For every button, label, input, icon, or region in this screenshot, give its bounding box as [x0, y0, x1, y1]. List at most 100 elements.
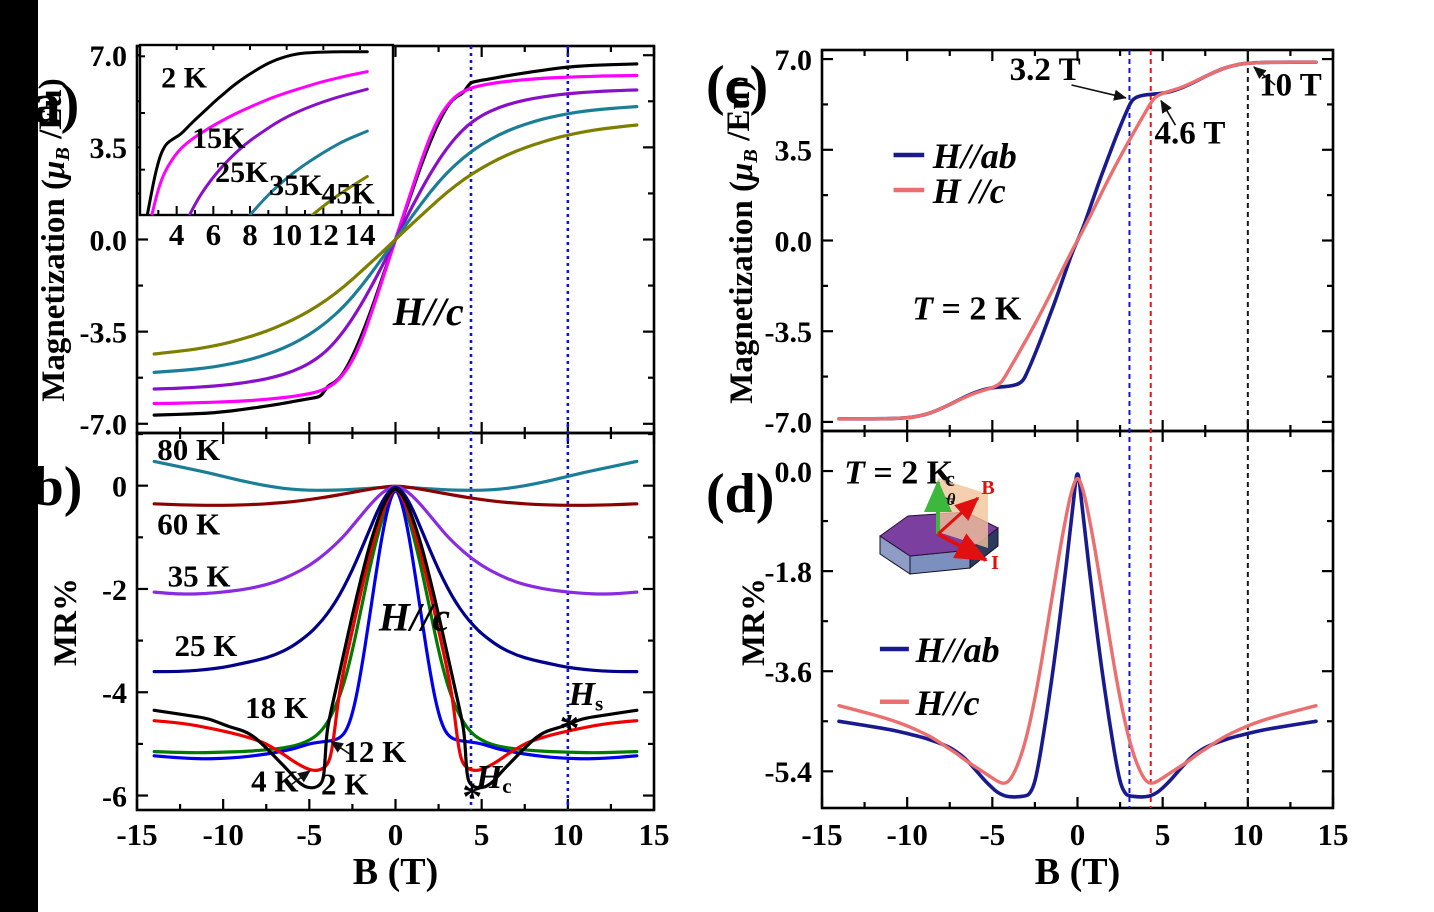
- label-part: -1.8: [765, 556, 813, 589]
- label-part: 5: [474, 817, 490, 852]
- x-tick-label: -10: [203, 817, 244, 852]
- annotation-text: Hs: [568, 676, 604, 715]
- panel-a-annotations: H//c: [392, 289, 464, 334]
- label-part: -5.4: [765, 756, 813, 789]
- y-axis-title-b: MR%: [48, 578, 84, 666]
- label-part: 15: [1318, 817, 1349, 852]
- label-part: 3.5: [90, 132, 128, 165]
- annotation-text: 80 K: [157, 432, 220, 467]
- label-part: T: [912, 291, 934, 328]
- crystal-inset: cθ B I: [879, 466, 999, 575]
- panel-a-curves: [152, 62, 639, 417]
- x-tick-label: -5: [979, 817, 1005, 852]
- x-tick-label: 10: [552, 817, 583, 852]
- x-tick-label: 15: [639, 817, 670, 852]
- annotation-arrow: [1071, 84, 1127, 101]
- inset-x-tick-label: 6: [206, 217, 222, 252]
- label-part: 12: [308, 217, 339, 252]
- annotation-arrow: [330, 740, 353, 756]
- label-part: -10: [203, 817, 244, 852]
- label-part: MR%: [48, 578, 84, 666]
- label-part: -15: [801, 817, 842, 852]
- label-part: H //c: [932, 171, 1006, 211]
- inset-x-tick-label: 12: [308, 217, 339, 252]
- x-tick-label: 15: [1318, 817, 1349, 852]
- label-part: 15: [639, 817, 670, 852]
- label-part: -3.5: [765, 316, 813, 349]
- x-tick-label: -10: [887, 817, 928, 852]
- c-axis-label: c: [945, 466, 955, 491]
- label-part: *: [560, 705, 580, 750]
- label-part: *: [462, 774, 482, 819]
- annotation-text: 10 T: [1259, 67, 1322, 103]
- label-part: 80 K: [157, 432, 220, 467]
- label-part: 10: [271, 217, 302, 252]
- inset-temp-label: 2 K: [161, 62, 208, 95]
- y-tick-label: 7.0: [90, 40, 128, 73]
- annotation-text: Hc: [475, 759, 512, 798]
- inset-x-tick-label: 8: [242, 217, 258, 252]
- label-part: -5: [979, 817, 1005, 852]
- label-part: H//c: [915, 683, 980, 723]
- y-tick-label: -1.8: [765, 556, 813, 589]
- x-tick-label: 10: [1232, 817, 1263, 852]
- left-black-bar: [0, 0, 38, 912]
- label-part: 4: [169, 217, 185, 252]
- theta-label: θ: [947, 490, 956, 509]
- y-tick-label: 0.0: [775, 456, 813, 489]
- annotation-text: 4.6 T: [1154, 115, 1225, 151]
- annotation-text: *: [560, 705, 580, 750]
- label-part: H//ab: [915, 630, 1000, 670]
- label-part: 8: [242, 217, 258, 252]
- label-part: 35 K: [168, 558, 231, 593]
- label-part: 35K: [269, 169, 323, 202]
- label-part: 18 K: [245, 690, 308, 725]
- annotation-text: T = 2 K: [912, 291, 1022, 328]
- x-tick-label: -15: [801, 817, 842, 852]
- label-part: (c): [706, 55, 768, 117]
- y-tick-label: -3.6: [765, 656, 813, 689]
- annotation-text: 12 K: [343, 734, 406, 769]
- panel-d-curves: [837, 472, 1318, 799]
- label-part: H: [475, 759, 504, 796]
- inset-curve-45-k-inset: [310, 175, 369, 215]
- inset-curve-35-k-inset: [248, 129, 369, 215]
- label-part: 0: [112, 470, 127, 503]
- label-part: -15: [116, 817, 157, 852]
- y-axis-title-a: Magnetization (μB /Eu): [33, 78, 74, 401]
- y-tick-label: -3.5: [765, 316, 813, 349]
- inset-x-tick-label: 4: [169, 217, 185, 252]
- y-tick-label: -7.0: [80, 409, 128, 442]
- label-part: 2 K: [161, 62, 208, 95]
- label-part: 0: [388, 817, 404, 852]
- panel-b-curves: [152, 459, 639, 790]
- x-tick-label: 5: [474, 817, 490, 852]
- label-part: 6: [206, 217, 222, 252]
- inset-temp-label: 35K: [269, 169, 323, 202]
- y-tick-label: -2: [102, 574, 127, 607]
- label-part: 0.0: [775, 225, 813, 258]
- label-part: 10: [1232, 817, 1263, 852]
- annotation-text: 60 K: [157, 507, 220, 542]
- label-part: -3.6: [765, 656, 813, 689]
- inset-temp-label: 45K: [321, 178, 375, 211]
- label-part: 5: [1155, 817, 1171, 852]
- label-part: H: [568, 676, 597, 713]
- label-part: 3.5: [775, 135, 813, 168]
- y-tick-label: -7.0: [765, 407, 813, 440]
- label-part: 4 K: [251, 763, 298, 798]
- annotation-text: H//ab: [915, 630, 1000, 670]
- annotation-text: *: [462, 774, 482, 819]
- inset-temp-label: 15K: [192, 122, 246, 155]
- label-part: 10 T: [1259, 67, 1322, 103]
- label-part: -2: [102, 574, 127, 607]
- label-part: 14: [345, 217, 376, 252]
- y-axis-title-d: MR%: [736, 578, 772, 666]
- panel-c-annotations: 3.2 T 4.6 T 10 T T = 2 K H//abH //c: [893, 52, 1322, 328]
- inset-x-tick-label: 14: [345, 217, 376, 252]
- label-part: B: [981, 477, 994, 499]
- inset-curve-15-k-inset: [150, 70, 369, 215]
- label-part: 15K: [192, 122, 246, 155]
- y-tick-label: -4: [102, 677, 127, 710]
